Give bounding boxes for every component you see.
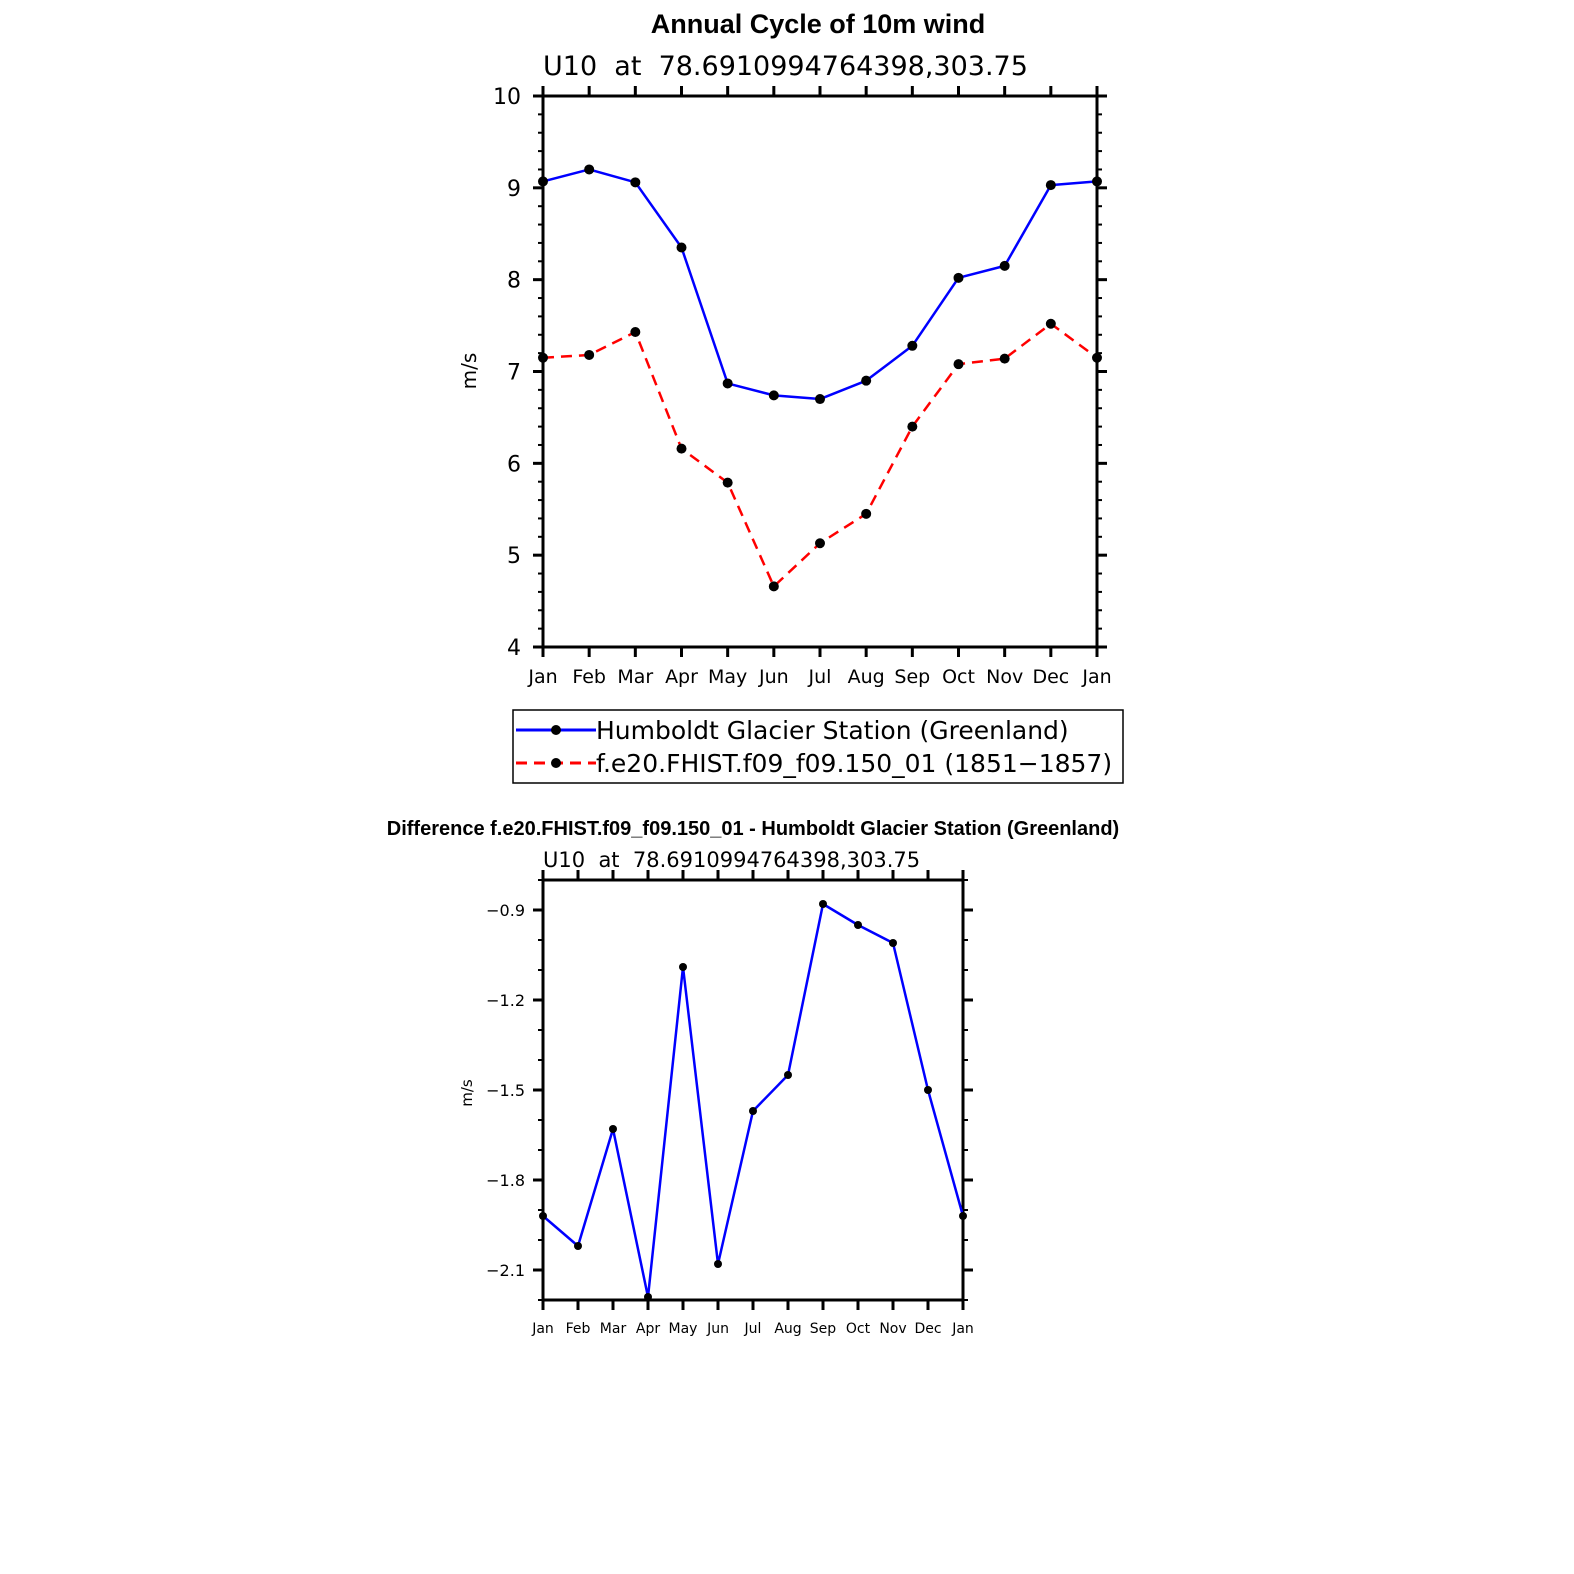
chart2-ytick-label: −1.8 [486, 1171, 525, 1190]
legend-label-model: f.e20.FHIST.f09_f09.150_01 (1851−1857) [596, 749, 1112, 778]
chart2-ytick-label: −2.1 [486, 1261, 525, 1280]
chart2-xtick-label: Jun [706, 1321, 729, 1337]
chart1-ytick-label: 7 [507, 360, 521, 385]
chart2-xtick-label: Aug [774, 1321, 801, 1337]
chart2-xtick-label: May [669, 1321, 698, 1337]
chart1-ytick-label: 8 [507, 269, 521, 294]
chart1-series-0-point [815, 394, 825, 405]
chart2-ytick-label: −0.9 [486, 901, 525, 920]
chart1-series-0-point [630, 177, 641, 188]
chart2-plot: Jan Feb Mar Apr May Jun Jul Aug Sep Oct Nov Dec Jan −… [486, 870, 974, 1337]
chart2-title: Difference f.e20.FHIST.f09_f09.150_01 - … [387, 818, 1119, 840]
chart2-series-0-point [574, 1242, 582, 1250]
legend-marker-observed [551, 725, 561, 735]
chart2-series-0-point [959, 1212, 967, 1220]
chart2-frame [541, 878, 965, 1302]
chart2-series-0-point [539, 1212, 547, 1220]
chart1-series-1-point [815, 538, 825, 549]
chart2-xtick-label: Jan [951, 1321, 974, 1337]
chart1-legend: Humboldt Glacier Station (Greenland) f.e… [512, 709, 1124, 784]
chart1-series-1-point [538, 352, 548, 363]
chart1-xtick-label: Jan [527, 666, 557, 688]
chart2-series-0-point [924, 1086, 932, 1094]
chart1-series-1-point [907, 421, 918, 432]
chart1-ytick-label: 10 [493, 85, 521, 110]
chart1-xtick-label: Mar [617, 666, 653, 688]
chart1-series-0-point [722, 378, 733, 389]
chart1-series-0-point [584, 164, 595, 175]
legend-marker-model [551, 758, 561, 768]
chart2-series-0-point [784, 1071, 792, 1079]
chart1-series-1-point [584, 349, 595, 360]
chart1-series-0-point [1045, 180, 1056, 191]
chart2-xtick-label: Oct [846, 1321, 871, 1337]
chart1-xtick-label: Sep [894, 666, 930, 688]
chart1-xtick-label: Jan [1081, 666, 1111, 688]
chart1-series-1-point [1092, 352, 1102, 363]
chart2-xtick-label: Feb [566, 1321, 591, 1337]
legend-label-observed: Humboldt Glacier Station (Greenland) [596, 716, 1069, 745]
chart1-ytick-label: 5 [507, 544, 521, 569]
chart1-subtitle: U10 at 78.6910994764398,303.75 [543, 51, 1028, 82]
chart1-xtick-label: May [708, 666, 747, 688]
chart1-xtick-label: Dec [1032, 666, 1069, 688]
chart1-series-1-point [630, 327, 641, 338]
chart1-series-1-point [861, 508, 872, 519]
chart1-ytick-label: 6 [507, 452, 521, 477]
chart1-xtick-label: Jul [808, 666, 832, 688]
chart1-xtick-label: Jun [758, 666, 789, 688]
chart1-series-0-point [999, 260, 1010, 271]
chart2-xtick-label: Sep [810, 1321, 837, 1337]
legend-box [512, 709, 1124, 784]
chart1-series-0-point [953, 272, 964, 283]
chart1-xtick-label: Feb [572, 666, 606, 688]
chart2-ytick-label: −1.2 [486, 991, 525, 1010]
chart2-series-0-point [609, 1125, 617, 1133]
chart2-xtick-label: Jul [744, 1321, 762, 1337]
chart2-xtick-label: Apr [636, 1321, 660, 1337]
chart1-series-0-point [1092, 176, 1102, 187]
chart1-plot: Jan Feb Mar Apr May Jun Jul Aug Sep Oct Nov Dec Jan 4… [493, 85, 1112, 688]
chart2-series-0-point [819, 900, 827, 908]
chart1-ytick-label: 4 [507, 636, 521, 661]
chart1-series-1-point [768, 581, 779, 592]
chart2-series-0-point [889, 939, 897, 947]
chart1-xtick-label: Apr [665, 666, 698, 688]
chart1-title: Annual Cycle of 10m wind [651, 9, 986, 39]
chart1-series-1-point [1045, 318, 1056, 329]
chart1-series-0-point [676, 242, 687, 253]
chart2-series-0-point [644, 1293, 652, 1301]
chart2-ytick-label: −1.5 [486, 1081, 525, 1100]
chart1-xtick-label: Aug [848, 666, 885, 688]
chart2-xtick-label: Dec [914, 1321, 941, 1337]
chart2-series-0-point [749, 1107, 757, 1115]
chart2-series-0-line [542, 902, 965, 1299]
chart2-series-0-point [679, 963, 687, 971]
chart2-series-0-point [854, 921, 862, 929]
chart2-xtick-label: Mar [600, 1321, 627, 1337]
chart1-series-0-point [768, 390, 779, 401]
chart1-series-1-point [953, 359, 964, 370]
chart1-xtick-label: Nov [986, 666, 1023, 688]
chart1-series-1-point [722, 477, 733, 488]
chart2-series-0-point [714, 1260, 722, 1268]
chart2-xtick-label: Nov [879, 1321, 906, 1337]
chart1-series-0-point [538, 176, 548, 187]
chart1-series-0-line [542, 168, 1098, 401]
chart1-ytick-label: 9 [507, 177, 521, 202]
chart2-ylabel: m/s [458, 1079, 476, 1107]
chart1-series-0-point [861, 375, 872, 386]
chart2-xtick-label: Jan [531, 1321, 554, 1337]
chart1-xtick-label: Oct [942, 666, 975, 688]
chart1-series-1-point [676, 443, 687, 454]
chart1-ylabel: m/s [457, 353, 481, 390]
chart2-subtitle: U10 at 78.6910994764398,303.75 [543, 848, 920, 872]
chart1-series-0-point [907, 340, 918, 351]
chart1-series-1-point [999, 353, 1010, 364]
